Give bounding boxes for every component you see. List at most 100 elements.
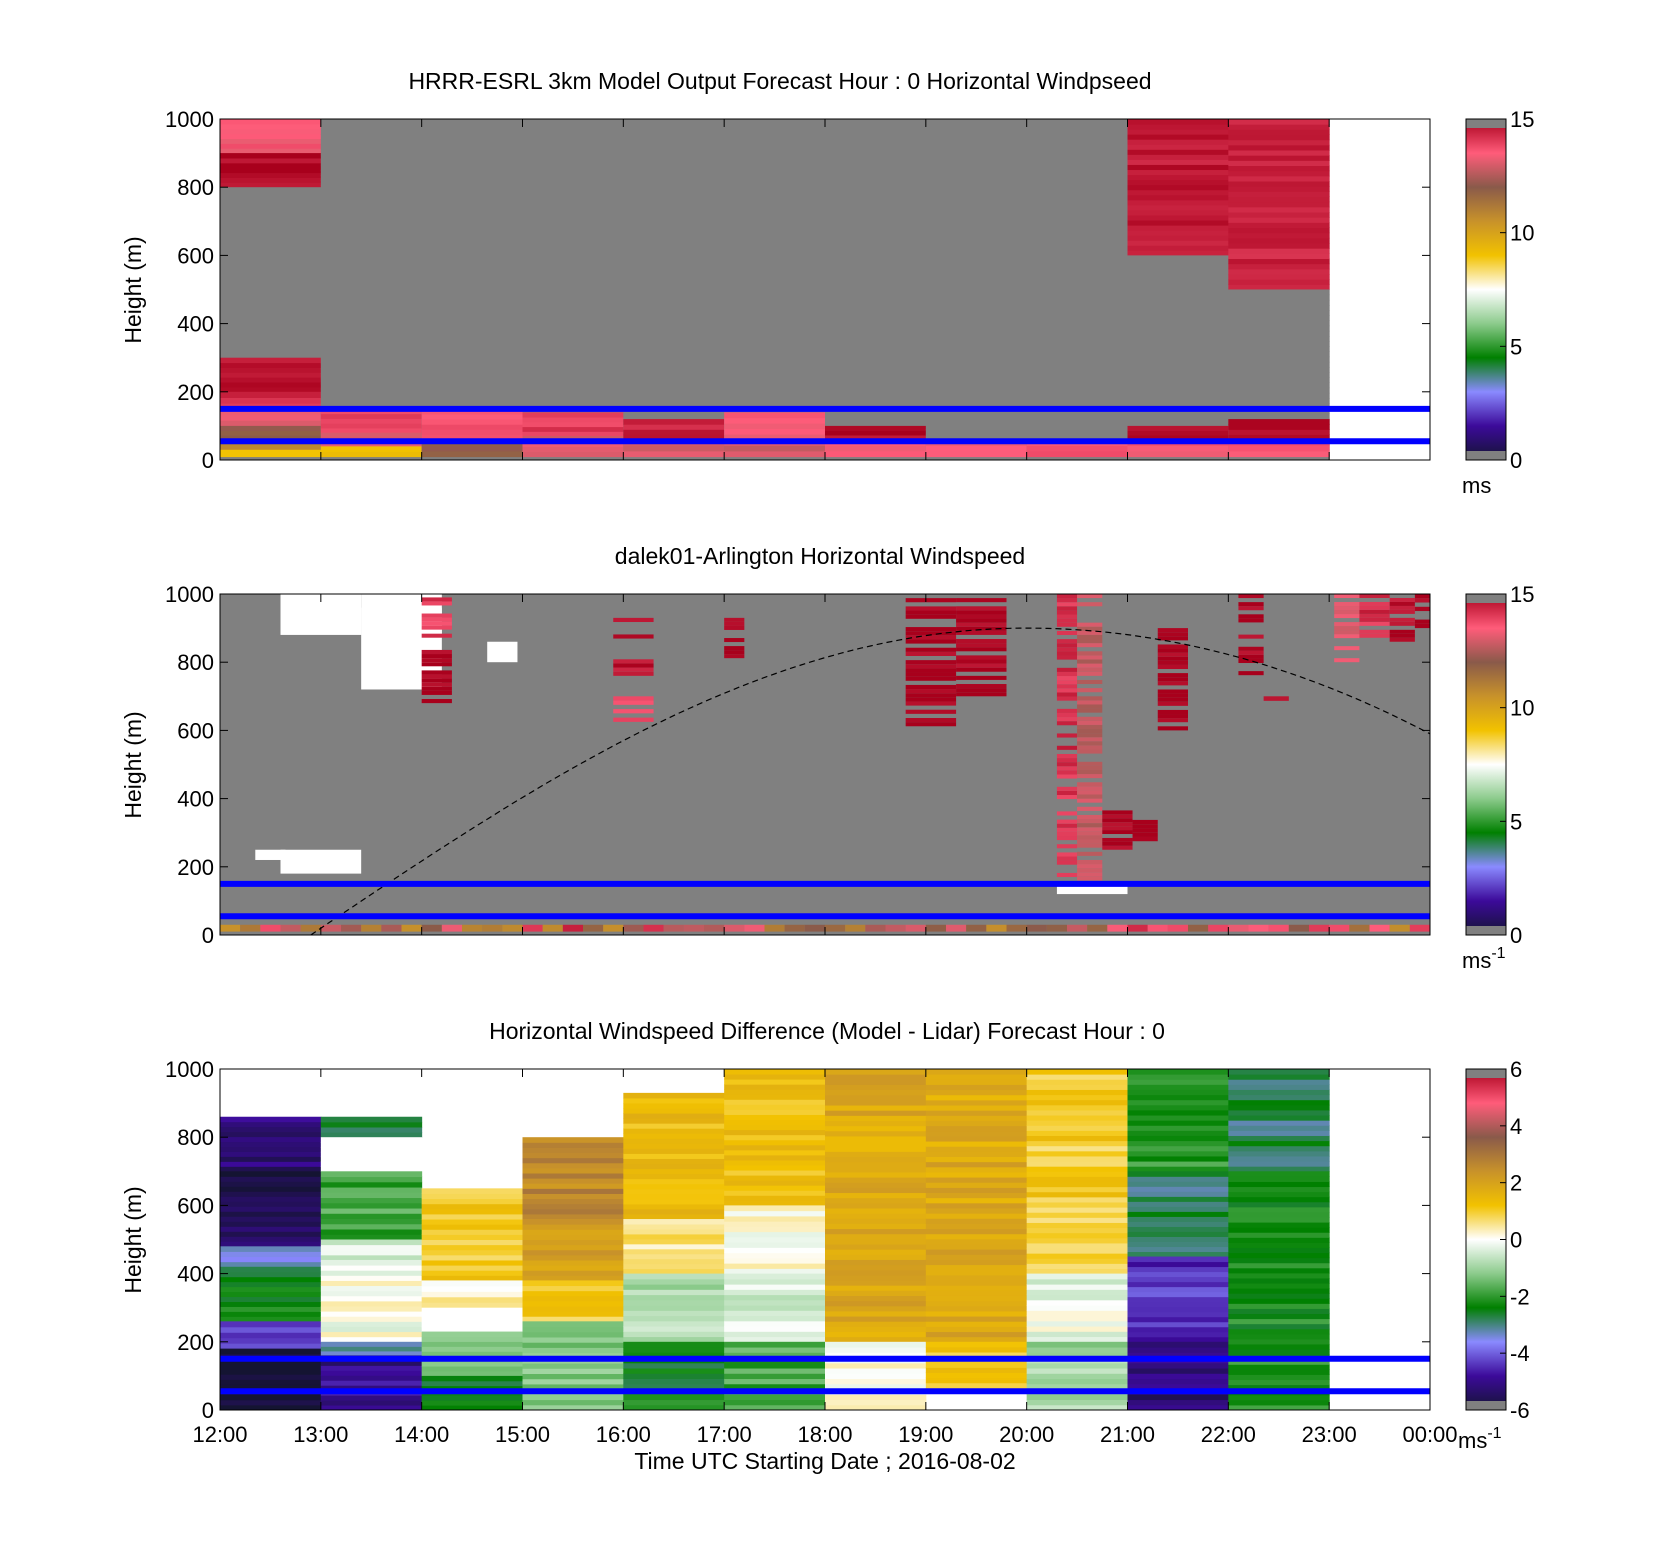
heatmap-cell	[1157, 693, 1188, 698]
heatmap-cell	[280, 924, 301, 932]
heatmap-cell	[623, 1289, 725, 1296]
heatmap-cell	[522, 1399, 624, 1406]
heatmap-cell	[1056, 614, 1078, 619]
heatmap-cell	[724, 266, 826, 273]
heatmap-cell	[421, 322, 523, 329]
heatmap-cell	[421, 241, 523, 247]
heatmap-cell	[986, 924, 1007, 932]
heatmap-cell	[905, 651, 957, 656]
heatmap-cell	[1026, 302, 1128, 308]
colorbar-frame	[1465, 118, 1507, 461]
heatmap-cell	[522, 200, 624, 207]
heatmap-cell	[825, 149, 927, 156]
heatmap-cell	[1127, 1296, 1229, 1303]
heatmap-cell	[220, 1306, 322, 1312]
heatmap-cell	[522, 342, 624, 349]
heatmap-cell	[220, 1291, 322, 1298]
heatmap-cell	[522, 180, 624, 186]
heatmap-cell	[1127, 1226, 1229, 1232]
heatmap-cell	[1228, 268, 1330, 275]
heatmap-cell	[421, 327, 523, 334]
heatmap-cell	[421, 1361, 523, 1367]
heatmap-cell	[623, 1310, 725, 1317]
heatmap-cell	[1077, 733, 1103, 738]
heatmap-cell	[1334, 626, 1360, 631]
heatmap-cell	[724, 180, 826, 186]
heatmap-cell	[825, 1125, 927, 1132]
heatmap-cell	[220, 1343, 322, 1350]
heatmap-cell	[421, 312, 523, 318]
heatmap-cell	[825, 185, 927, 191]
heatmap-cell	[613, 634, 654, 639]
heatmap-cell	[825, 1316, 927, 1322]
heatmap-cell	[1127, 1271, 1229, 1278]
heatmap-cell	[1077, 745, 1103, 750]
heatmap-cell	[220, 1146, 322, 1152]
heatmap-cell	[724, 246, 826, 252]
panel-lidar-cells	[220, 594, 1431, 935]
heatmap-cell	[925, 1228, 1028, 1235]
heatmap-cell	[320, 1192, 423, 1199]
heatmap-cell	[421, 1270, 523, 1276]
heatmap-cell	[300, 924, 321, 932]
heatmap-cell	[320, 1316, 423, 1322]
heatmap-cell	[220, 177, 322, 183]
heatmap-cell	[623, 1203, 725, 1210]
heatmap-cell	[1127, 1099, 1229, 1106]
heatmap-cell	[320, 312, 423, 318]
heatmap-cell	[724, 378, 826, 385]
heatmap-cell	[1228, 1232, 1330, 1238]
heatmap-cell	[1026, 1284, 1128, 1290]
heatmap-cell	[421, 674, 452, 679]
heatmap-cell	[1026, 1069, 1128, 1075]
y-tick-label: 200	[177, 855, 214, 880]
heatmap-cell	[623, 1268, 725, 1275]
heatmap-cell	[320, 236, 423, 242]
heatmap-cell	[1067, 924, 1088, 932]
heatmap-cell	[522, 322, 624, 329]
heatmap-cell	[1056, 622, 1078, 627]
heatmap-cell	[623, 119, 725, 125]
heatmap-cell	[1228, 1191, 1330, 1198]
heatmap-cell	[1127, 383, 1229, 389]
heatmap-cell	[320, 1405, 423, 1411]
heatmap-cell	[522, 149, 624, 156]
heatmap-cell	[522, 1331, 624, 1338]
heatmap-cell	[1056, 643, 1078, 648]
heatmap-cell	[522, 1224, 624, 1230]
heatmap-cell	[1056, 594, 1078, 599]
heatmap-cell	[925, 119, 1028, 125]
colorbar-cap	[1466, 1069, 1506, 1078]
heatmap-cell	[1228, 186, 1330, 192]
heatmap-cell	[1228, 165, 1330, 172]
heatmap-cell	[623, 149, 725, 156]
heatmap-cell	[1228, 398, 1330, 404]
heatmap-cell	[825, 276, 927, 283]
heatmap-cell	[220, 357, 322, 364]
heatmap-cell	[522, 412, 624, 418]
heatmap-cell	[1228, 361, 1330, 368]
heatmap-cell	[724, 393, 826, 400]
heatmap-cell	[724, 332, 826, 339]
heatmap-cell	[724, 1299, 826, 1306]
heatmap-cell	[522, 378, 624, 385]
heatmap-cell	[421, 617, 452, 622]
heatmap-cell	[220, 192, 322, 198]
heatmap-cell	[925, 419, 1028, 425]
heatmap-cell	[1127, 225, 1229, 231]
heatmap-cell	[421, 1254, 523, 1261]
heatmap-cell	[1228, 1171, 1330, 1177]
heatmap-cell	[522, 261, 624, 268]
heatmap-cell	[724, 398, 826, 405]
heatmap-cell	[1056, 786, 1078, 791]
heatmap-cell	[925, 1372, 1028, 1379]
heatmap-cell	[220, 1363, 322, 1370]
heatmap-cell	[220, 1161, 322, 1167]
heatmap-cell	[522, 1208, 624, 1215]
heatmap-cell	[724, 1347, 826, 1353]
heatmap-cell	[421, 1229, 523, 1235]
colorbar-cap	[1466, 594, 1506, 603]
heatmap-cell	[1127, 1301, 1229, 1308]
heatmap-cell	[825, 1347, 927, 1353]
